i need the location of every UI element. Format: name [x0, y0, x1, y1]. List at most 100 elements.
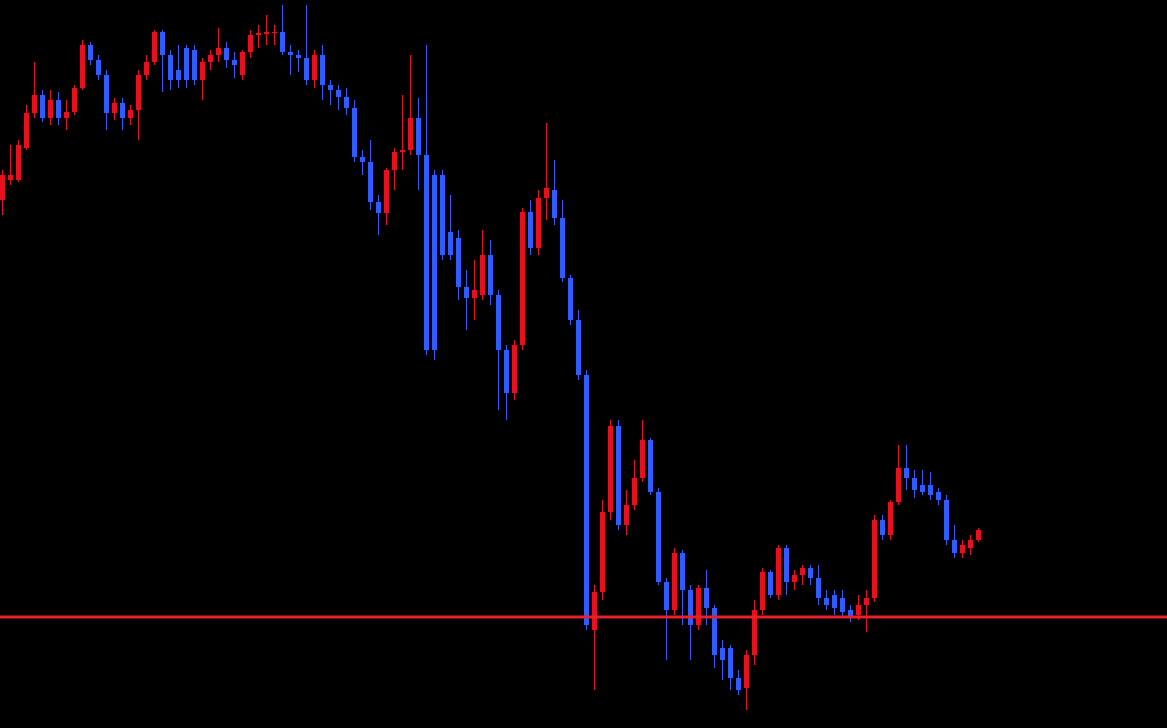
candle-body: [256, 33, 261, 35]
candle-body: [592, 592, 597, 630]
candle-body: [504, 350, 509, 393]
candle-body: [448, 232, 453, 255]
candle-body: [760, 572, 765, 610]
candle-body: [192, 50, 197, 80]
candle-body: [184, 48, 189, 80]
candle-body: [496, 295, 501, 350]
candle-body: [832, 595, 837, 608]
candle-body: [456, 238, 461, 287]
candle-body: [624, 505, 629, 525]
candle-body: [968, 540, 973, 548]
candle-body: [296, 55, 301, 58]
candle-body: [808, 568, 813, 578]
candle-body: [152, 32, 157, 62]
candle-body: [232, 60, 237, 65]
candle-body: [304, 58, 309, 80]
candle-body: [928, 485, 933, 495]
candle-body: [344, 97, 349, 108]
candle-body: [104, 75, 109, 113]
candle-body: [792, 575, 797, 582]
candle-body: [728, 648, 733, 678]
candle-body: [272, 32, 277, 33]
candle-body: [120, 103, 125, 118]
candle-body: [848, 610, 853, 618]
candle-body: [976, 530, 981, 540]
candle-body: [616, 426, 621, 525]
candle-body: [688, 590, 693, 625]
candle-body: [368, 162, 373, 202]
candle-body: [24, 113, 29, 148]
candle-body: [872, 520, 877, 598]
candle-body: [632, 478, 637, 505]
candle-body: [208, 55, 213, 62]
candle-body: [264, 32, 269, 34]
candle-body: [112, 103, 117, 113]
candle-body: [704, 588, 709, 608]
candle-body: [520, 212, 525, 345]
candle-body: [8, 175, 13, 180]
candle-body: [488, 255, 493, 295]
candle-body: [952, 540, 957, 553]
candle-body: [544, 188, 549, 198]
candle-body: [648, 440, 653, 492]
candle-body: [608, 426, 613, 512]
candle-body: [896, 468, 901, 502]
candle-body: [408, 118, 413, 150]
candle-body: [96, 60, 101, 75]
candle-body: [312, 55, 317, 80]
candle-body: [48, 100, 53, 118]
candle-body: [280, 32, 285, 52]
candle-body: [736, 678, 741, 690]
candle-body: [224, 48, 229, 60]
candle-body: [56, 100, 61, 118]
candle-body: [376, 202, 381, 213]
candle-body: [944, 500, 949, 540]
candle-body: [432, 175, 437, 350]
candle-body: [904, 468, 909, 478]
candle-body: [568, 278, 573, 320]
candle-body: [800, 568, 805, 575]
candle-body: [672, 553, 677, 610]
candle-body: [464, 287, 469, 298]
candle-body: [352, 108, 357, 157]
candle-body: [472, 290, 477, 298]
candle-body: [744, 655, 749, 688]
candle-body: [880, 520, 885, 535]
candle-body: [552, 190, 557, 218]
candle-body: [888, 502, 893, 535]
candle-body: [440, 175, 445, 255]
candle-body: [40, 95, 45, 118]
candle-body: [664, 582, 669, 610]
candle-body: [360, 157, 365, 162]
candle-body: [328, 85, 333, 90]
candle-body: [920, 485, 925, 492]
candle-body: [856, 605, 861, 615]
candle-body: [816, 578, 821, 598]
candle-body: [560, 218, 565, 278]
candle-body: [0, 175, 5, 200]
candle-body: [656, 492, 661, 582]
candle-body: [392, 152, 397, 170]
candle-body: [416, 118, 421, 155]
candle-body: [216, 48, 221, 55]
candle-body: [600, 512, 605, 592]
candle-body: [400, 150, 405, 152]
candle-body: [752, 610, 757, 655]
candle-body: [768, 572, 773, 595]
candle-body: [176, 70, 181, 80]
candle-body: [384, 170, 389, 213]
candle-body: [16, 145, 21, 180]
candle-body: [32, 95, 37, 113]
candle-body: [64, 112, 69, 118]
candle-body: [248, 35, 253, 52]
candle-body: [168, 55, 173, 80]
candle-body: [512, 345, 517, 393]
candle-body: [536, 198, 541, 248]
candle-body: [784, 548, 789, 582]
candle-body: [320, 55, 325, 85]
candle-body: [864, 598, 869, 605]
candle-body: [72, 88, 77, 112]
candle-body: [136, 75, 141, 110]
candle-body: [528, 212, 533, 248]
